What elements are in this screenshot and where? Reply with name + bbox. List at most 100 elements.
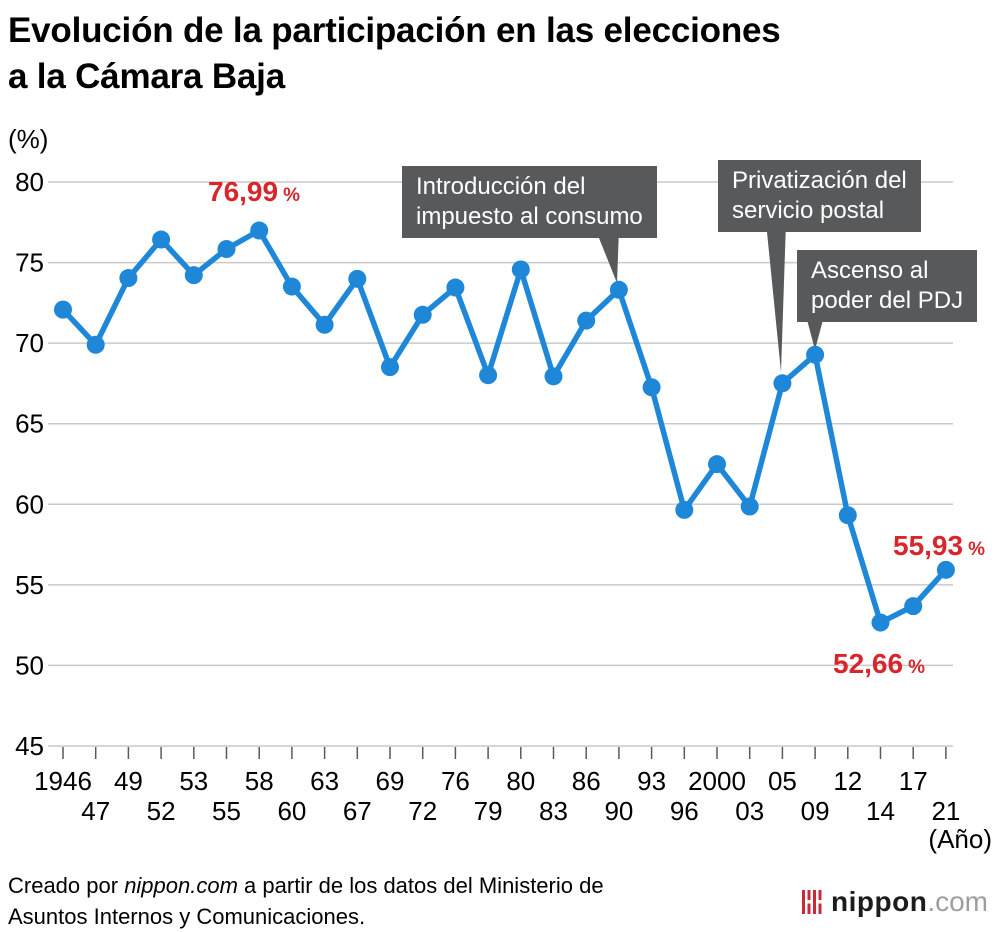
x-tick-label: 21: [931, 796, 960, 826]
x-tick-label: 09: [801, 796, 830, 826]
x-tick-label: 96: [670, 796, 699, 826]
y-tick-label: 80: [15, 167, 44, 197]
source-note-text: a partir de los datos del Ministerio de: [237, 873, 604, 898]
x-tick-label: 52: [147, 796, 176, 826]
data-point: [152, 230, 171, 249]
data-point: [642, 378, 661, 397]
turnout-series-line: [60, 227, 949, 626]
x-tick-label: 53: [179, 766, 208, 796]
percent-sign: %: [908, 657, 925, 678]
data-point: [871, 613, 890, 632]
page-title: Evolución de la participación en las ele…: [8, 8, 781, 99]
x-tick-label: 80: [506, 766, 535, 796]
callout-pointer: [595, 228, 619, 283]
x-tick-label: 69: [376, 766, 405, 796]
data-point: [54, 300, 72, 319]
x-tick-label: 05: [768, 766, 797, 796]
x-tick-label: 03: [735, 796, 764, 826]
annotation-dpj-rise: Ascenso al poder del PDJ: [797, 250, 978, 322]
y-axis-unit-label: (%): [8, 124, 49, 154]
data-point: [315, 315, 334, 334]
x-tick-label: 76: [441, 766, 470, 796]
x-tick-label: 2000: [688, 766, 746, 796]
data-point: [544, 367, 563, 386]
y-tick-label: 65: [15, 409, 44, 439]
callout-pointer: [766, 222, 786, 372]
data-point: [740, 497, 759, 516]
y-tick-label: 60: [15, 489, 44, 519]
data-point: [479, 366, 498, 385]
data-point: [675, 500, 694, 519]
percent-sign: %: [283, 185, 300, 206]
value-label-1958-peak: 76,99%: [208, 176, 300, 208]
y-tick-label: 50: [15, 650, 44, 680]
x-tick-label: 47: [81, 796, 110, 826]
source-note: Creado por nippon.com a partir de los da…: [8, 870, 604, 932]
source-note-site: nippon.com: [124, 873, 238, 898]
x-tick-label: 17: [899, 766, 928, 796]
logo-tld-text: .com: [927, 886, 988, 917]
annotation-text-line: Introducción del: [416, 173, 586, 200]
data-point: [381, 358, 399, 377]
annotation-text-line: impuesto al consumo: [416, 203, 643, 230]
data-point: [936, 560, 955, 579]
data-point: [86, 335, 105, 354]
data-point: [446, 278, 465, 297]
data-point: [119, 269, 138, 288]
annotation-consumption-tax: Introducción del impuesto al consumo: [402, 166, 657, 238]
x-tick-label: 86: [572, 766, 601, 796]
annotation-text-line: Ascenso al: [811, 257, 929, 284]
annotation-text-line: poder del PDJ: [811, 287, 964, 314]
x-tick-label: 60: [277, 796, 306, 826]
source-note-text-line2: Asuntos Internos y Comunicaciones.: [8, 904, 366, 930]
data-point: [282, 277, 301, 296]
value-text: 52,66: [833, 648, 904, 679]
x-tick-label: 12: [833, 766, 862, 796]
value-label-2014-low: 52,66%: [833, 648, 925, 680]
nippon-logo: nippon .com: [802, 886, 988, 918]
value-text: 76,99: [208, 176, 279, 207]
turnout-line-chart: 8075706560555045194647495253555860636769…: [15, 167, 960, 826]
y-tick-label: 55: [15, 570, 44, 600]
annotation-text-line: servicio postal: [732, 197, 885, 224]
y-tick-label: 75: [15, 248, 44, 278]
data-point: [773, 374, 792, 393]
data-point: [348, 269, 367, 288]
data-point: [708, 455, 726, 474]
x-tick-label: 67: [343, 796, 372, 826]
page-title-line2: a la Cámara Baja: [8, 56, 285, 96]
x-tick-label: 1946: [34, 766, 92, 796]
x-tick-label: 90: [604, 796, 633, 826]
value-text: 55,93: [893, 530, 964, 561]
x-tick-label: 72: [408, 796, 437, 826]
data-point: [806, 345, 825, 364]
x-tick-label: 49: [114, 766, 143, 796]
source-note-text: Creado por: [8, 873, 125, 898]
percent-sign: %: [968, 539, 985, 560]
x-tick-label: 79: [474, 796, 503, 826]
x-tick-label: 63: [310, 766, 339, 796]
data-point: [904, 597, 923, 616]
x-axis-unit-label: (Año): [928, 824, 992, 854]
data-point: [413, 305, 432, 324]
y-tick-label: 45: [15, 731, 44, 761]
x-tick-label: 14: [866, 796, 895, 826]
x-tick-label: 58: [245, 766, 274, 796]
data-point: [511, 260, 530, 279]
data-point: [577, 311, 596, 330]
x-tick-label: 93: [637, 766, 666, 796]
y-tick-label: 70: [15, 328, 44, 358]
data-point: [250, 221, 269, 240]
data-point: [609, 280, 628, 299]
annotation-postal-privatization: Privatización del servicio postal: [718, 160, 921, 232]
logo-name-text: nippon: [831, 886, 928, 917]
data-point: [217, 240, 236, 259]
page-title-line1: Evolución de la participación en las ele…: [8, 11, 781, 50]
data-point: [838, 506, 857, 525]
nippon-logo-icon: [802, 890, 822, 914]
x-tick-label: 55: [212, 796, 241, 826]
value-label-2021: 55,93%: [893, 530, 985, 562]
data-point: [184, 266, 203, 285]
annotation-text-line: Privatización del: [732, 167, 907, 194]
x-tick-label: 83: [539, 796, 568, 826]
